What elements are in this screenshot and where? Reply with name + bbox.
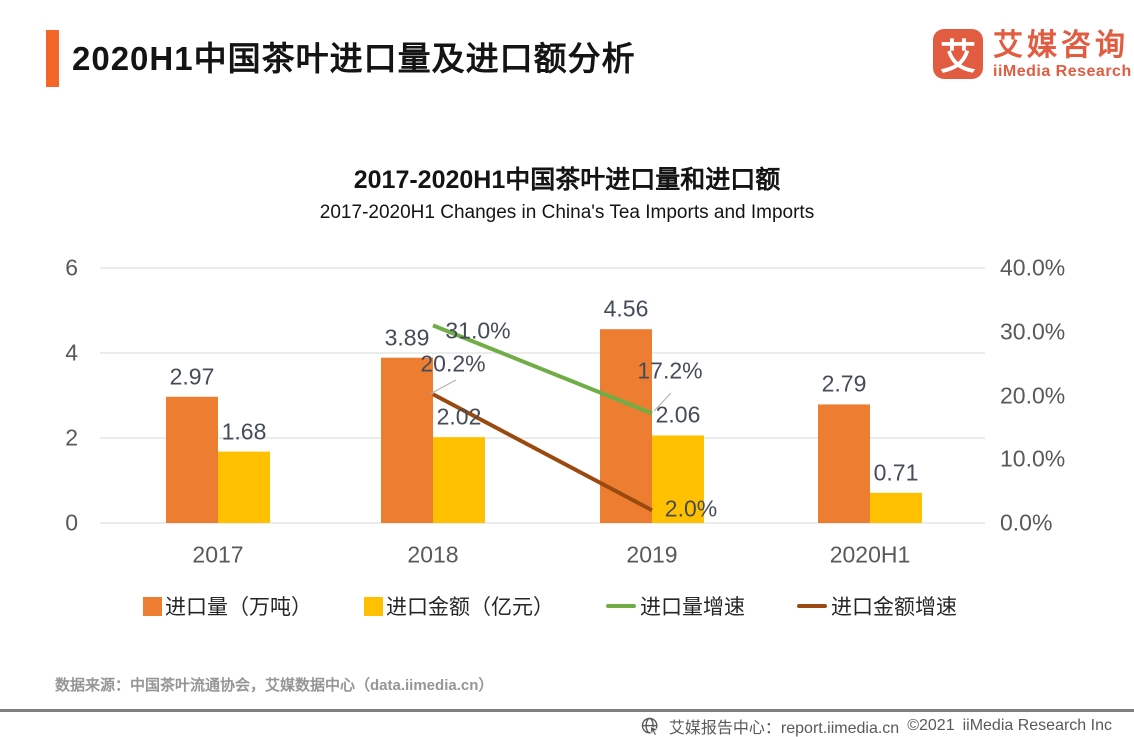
legend-item-import-volume: 进口量（万吨） <box>143 591 312 621</box>
legend-item-import-value: 进口金额（亿元） <box>364 591 554 621</box>
bar-import-volume-2019 <box>600 329 652 523</box>
bar-import-volume-2018 <box>381 357 433 523</box>
bar-value-label: 0.71 <box>873 459 919 486</box>
chart-title: 2017-2020H1中国茶叶进口量和进口额 <box>353 166 781 194</box>
line-point-label: 17.2% <box>637 357 703 384</box>
bar-value-label: 2.97 <box>169 363 215 390</box>
footer-copyright: ©2021 <box>907 717 955 734</box>
legend-item-volume-growth: 进口量增速 <box>606 591 745 621</box>
line-point-label: 20.2% <box>420 350 486 377</box>
y-axis-left-tick: 2 <box>65 424 78 451</box>
bar-import-value-2018 <box>433 437 485 523</box>
bar-value-label: 2.79 <box>821 370 867 397</box>
logo-glyph: 艾 <box>939 36 976 77</box>
label-leader-line <box>429 379 457 395</box>
logo: 艾 艾媒咨询 iiMedia Research <box>933 29 1132 81</box>
bar-value-label: 4.56 <box>603 295 649 322</box>
y-axis-right-tick: 20.0% <box>1000 382 1066 408</box>
x-axis-category-label: 2020H1 <box>829 541 911 568</box>
bar-value-label: 2.06 <box>655 401 701 428</box>
bar-import-value-2020H1 <box>870 492 922 523</box>
y-axis-right-tick: 0.0% <box>1000 509 1053 536</box>
legend-item-value-growth: 进口金额增速 <box>797 591 957 621</box>
footer: 艾媒报告中心：report.iimedia.cn ©2021 iiMedia R… <box>640 714 1112 737</box>
line-point-label: 2.0% <box>664 495 718 522</box>
bar-import-volume-2020H1 <box>818 404 870 523</box>
line-volume-growth <box>432 323 653 416</box>
y-axis-right-tick: 30.0% <box>1000 318 1066 345</box>
logo-name-cn: 艾媒咨询 <box>993 29 1129 62</box>
bar-import-value-2019 <box>652 435 704 523</box>
legend: 进口量（万吨） 进口金额（亿元） 进口量增速 进口金额增速 <box>143 591 957 621</box>
footer-company: iiMedia Research Inc <box>962 717 1112 734</box>
bar-value-label: 3.89 <box>384 324 430 351</box>
line-point-label: 31.0% <box>445 317 511 344</box>
logo-icon: 艾 <box>933 29 983 79</box>
legend-label-value-growth: 进口金额增速 <box>831 596 957 619</box>
y-axis-left-tick: 4 <box>65 339 78 366</box>
x-axis-category-label: 2018 <box>407 541 459 568</box>
logo-text: 艾媒咨询 iiMedia Research <box>993 29 1132 81</box>
chart-subtitle: 2017-2020H1 Changes in China's Tea Impor… <box>319 202 815 223</box>
legend-label-volume-growth: 进口量增速 <box>640 596 745 619</box>
label-leader-line <box>653 392 672 412</box>
bar-value-label: 2.02 <box>436 403 482 430</box>
legend-swatch-import-volume <box>143 596 162 616</box>
bar-import-value-2017 <box>218 451 270 523</box>
legend-label-import-volume: 进口量（万吨） <box>165 596 312 619</box>
footer-divider <box>0 709 1134 712</box>
legend-swatch-import-value <box>364 596 383 616</box>
source-note: 数据来源：中国茶叶流通协会，艾媒数据中心（data.iimedia.cn） <box>55 677 494 694</box>
y-axis-left-tick: 6 <box>65 254 78 281</box>
y-axis-right-tick: 40.0% <box>1000 254 1066 281</box>
globe-cursor-icon <box>641 717 659 736</box>
x-axis-category-label: 2017 <box>192 541 244 568</box>
line-value-growth <box>432 392 653 513</box>
footer-report-center: 艾媒报告中心：report.iimedia.cn <box>668 720 900 737</box>
logo-name-en: iiMedia Research <box>993 63 1132 80</box>
legend-label-import-value: 进口金额（亿元） <box>386 596 554 619</box>
y-axis-right-tick: 10.0% <box>1000 445 1066 472</box>
bar-value-label: 1.68 <box>221 418 267 445</box>
page-title: 2020H1中国茶叶进口量及进口额分析 <box>72 40 636 77</box>
legend-swatch-value-growth <box>797 604 827 608</box>
x-axis-category-label: 2019 <box>626 541 678 568</box>
header-accent-bar <box>46 30 59 87</box>
y-axis-left-tick: 0 <box>65 509 78 536</box>
bar-import-volume-2017 <box>166 396 218 523</box>
legend-swatch-volume-growth <box>606 604 636 608</box>
